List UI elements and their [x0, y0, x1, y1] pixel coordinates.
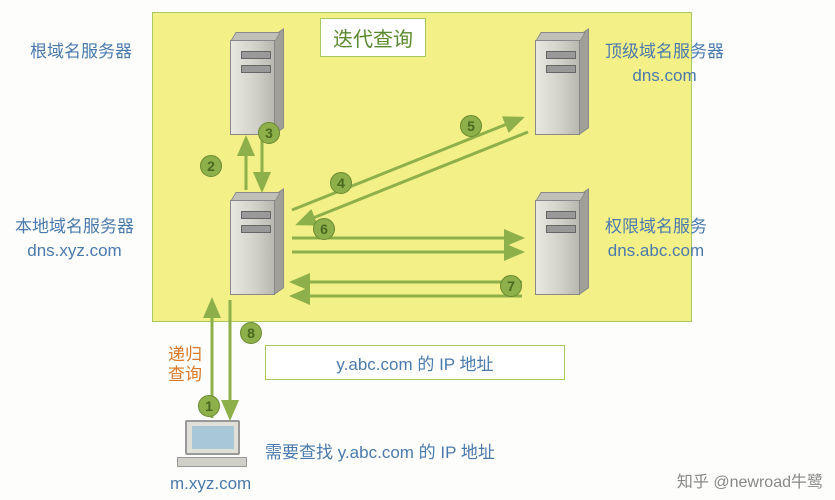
- client-query-text: 需要查找 y.abc.com 的 IP 地址: [265, 438, 495, 463]
- root-server-label: 根域名服务器: [30, 40, 132, 64]
- local-dns-server: [225, 190, 285, 295]
- step-badge-7: 7: [500, 275, 522, 297]
- authoritative-dns-server: [530, 190, 590, 295]
- tld-dns-server: [530, 30, 590, 135]
- client-hostname: m.xyz.com: [170, 472, 251, 496]
- auth-server-label: 权限域名服务 dns.abc.com: [605, 215, 707, 263]
- local-server-label: 本地域名服务器 dns.xyz.com: [15, 215, 134, 263]
- tld-server-label: 顶级域名服务器 dns.com: [605, 40, 724, 88]
- step-badge-5: 5: [460, 115, 482, 137]
- step-badge-4: 4: [330, 172, 352, 194]
- recursive-query-label: 递归 查询: [168, 345, 202, 386]
- root-dns-server: [225, 30, 285, 135]
- step-badge-2: 2: [200, 155, 222, 177]
- watermark: 知乎 @newroad牛鹭: [677, 468, 823, 492]
- step-badge-8: 8: [240, 322, 262, 344]
- step-badge-1: 1: [198, 395, 220, 417]
- client-computer: [185, 420, 247, 467]
- dns-response-box: y.abc.com 的 IP 地址: [265, 345, 565, 380]
- step-badge-3: 3: [258, 122, 280, 144]
- diagram-title: 迭代查询: [320, 18, 426, 57]
- step-badge-6: 6: [313, 218, 335, 240]
